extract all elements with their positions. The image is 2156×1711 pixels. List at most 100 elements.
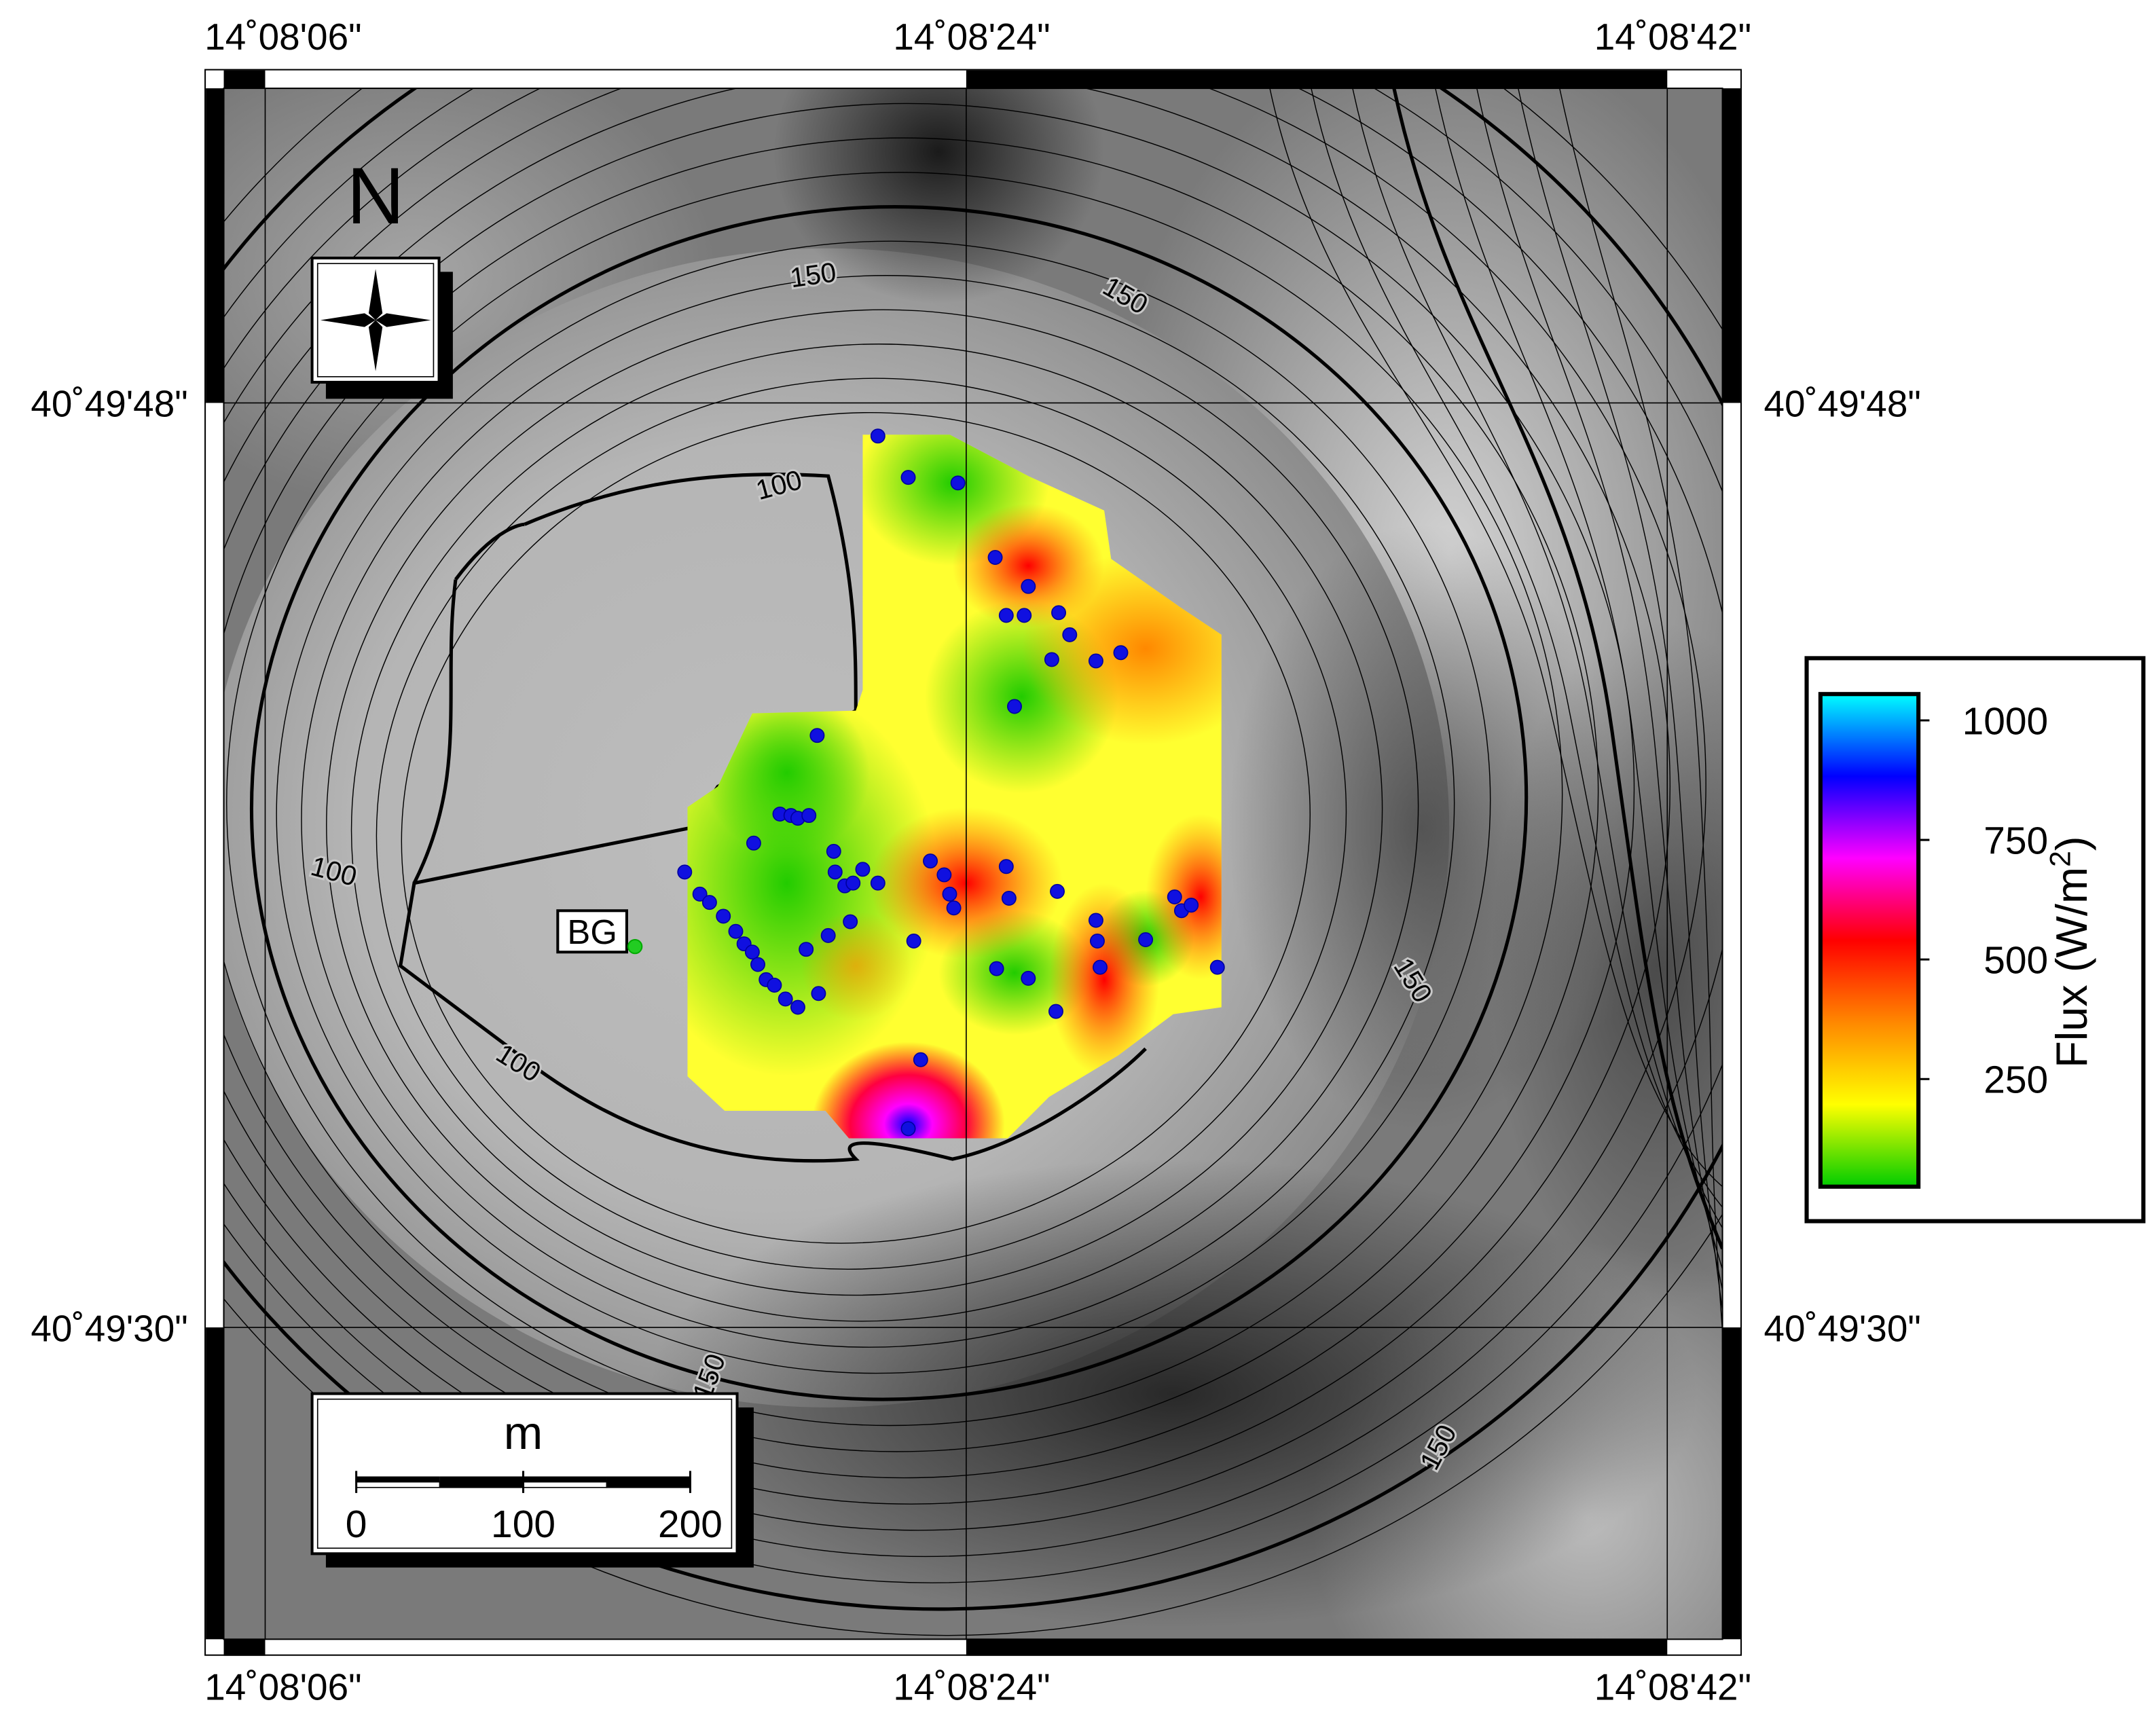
- sample-point: [692, 886, 708, 902]
- sample-point: [1001, 891, 1017, 906]
- x-label: 14˚08'42": [1594, 1666, 1751, 1708]
- scale-segment: [522, 1481, 608, 1488]
- colorbar-tick-label: 500: [1984, 938, 2048, 982]
- contour-line: [326, 309, 1419, 1322]
- frame: [204, 69, 1742, 1656]
- north-label: N: [347, 151, 405, 240]
- sample-point: [1093, 959, 1108, 975]
- sample-point: [950, 475, 966, 491]
- sample-point: [809, 728, 825, 743]
- scale-bar: m 0 100 200: [310, 1392, 754, 1568]
- contour-line: [276, 240, 1491, 1374]
- scale-segment: [606, 1476, 691, 1482]
- contour-line: [1559, 88, 1723, 1332]
- sample-point: [987, 550, 1003, 566]
- x-label: 14˚08'06": [204, 1666, 361, 1708]
- sample-point: [790, 999, 805, 1015]
- sample-point: [913, 1052, 928, 1067]
- sample-point: [870, 875, 885, 891]
- sample-point: [1044, 652, 1059, 667]
- contour-line: [223, 137, 1599, 1452]
- y-label: 40˚49'30": [31, 1307, 187, 1349]
- colorbar: Flux (W/m2) 250 500 750 1000: [1804, 656, 2146, 1224]
- colorbar-tick-label: 750: [1984, 819, 2048, 862]
- sample-point: [936, 867, 952, 883]
- x-label: 14˚08'42": [1594, 16, 1751, 58]
- contour-line: [301, 275, 1455, 1348]
- scale-segment: [523, 1476, 607, 1482]
- contour-line: [223, 88, 1723, 1583]
- site-label: BG: [567, 913, 617, 951]
- sample-point: [677, 864, 693, 880]
- sample-point: [998, 859, 1014, 875]
- contour-line: [223, 88, 1706, 1531]
- sample-point: [820, 927, 836, 943]
- sample-point: [1021, 578, 1036, 594]
- contour-line: [376, 378, 1347, 1270]
- x-label: 14˚08'24": [893, 16, 1050, 58]
- sample-point: [767, 978, 782, 993]
- sample-point: [900, 1121, 916, 1137]
- contour-line: [1269, 88, 1723, 1188]
- scale-segment: [356, 1476, 440, 1482]
- sample-point: [827, 864, 843, 880]
- contour-line: [1311, 88, 1723, 1208]
- sample-point: [778, 991, 793, 1007]
- y-label: 40˚49'48": [1764, 383, 1921, 425]
- sample-point: [801, 808, 817, 824]
- sample-point: [746, 835, 761, 851]
- contour-line: [249, 204, 1529, 1401]
- colorbar-title-end: ): [2047, 836, 2096, 851]
- contour-line: [350, 344, 1383, 1296]
- y-label: 40˚49'48": [31, 383, 187, 425]
- sample-point: [942, 886, 957, 902]
- colorbar-title-text: Flux (W/m: [2047, 867, 2096, 1068]
- contour-line: [1352, 88, 1723, 1229]
- sample-point: [906, 934, 921, 949]
- sample-points: [677, 428, 1225, 1137]
- contour-line: [223, 88, 1723, 1558]
- sample-point: [845, 875, 861, 891]
- sample-point: [716, 908, 731, 924]
- sample-point: [811, 986, 826, 1001]
- scale-unit: m: [504, 1406, 543, 1459]
- relief: [223, 88, 1723, 1640]
- sample-point: [946, 900, 962, 916]
- sample-point: [1209, 959, 1225, 975]
- colorbar-title-superscript: 2: [2045, 851, 2077, 867]
- contour-line: [223, 88, 1723, 1636]
- contour-line: [1392, 88, 1723, 1250]
- sample-point: [923, 853, 938, 869]
- contour-line: [1476, 88, 1723, 1291]
- scale-segment: [606, 1481, 691, 1488]
- sample-point: [900, 470, 916, 485]
- contour-label: 150: [788, 256, 839, 293]
- scale-tick-label: 0: [346, 1503, 367, 1546]
- contour-line: [223, 103, 1635, 1479]
- sample-point: [1017, 608, 1032, 623]
- north-arrow: N: [310, 151, 453, 399]
- sample-point: [1088, 653, 1103, 669]
- sample-point: [1050, 883, 1065, 899]
- sample-point: [728, 923, 744, 939]
- colorbar-tick-label: 250: [1984, 1059, 2048, 1102]
- sample-point: [1021, 970, 1036, 986]
- sample-point: [1184, 898, 1199, 913]
- sample-point: [989, 961, 1004, 976]
- contour-line: [223, 88, 1670, 1505]
- sample-point: [1051, 605, 1067, 621]
- sample-point: [1138, 932, 1154, 947]
- sample-point: [855, 862, 871, 877]
- scale-segment: [439, 1481, 524, 1488]
- graticule: [223, 88, 1723, 1640]
- scale-tick-label: 200: [658, 1503, 723, 1546]
- sample-point: [826, 843, 841, 859]
- sample-point: [1089, 934, 1105, 949]
- sample-point: [998, 608, 1014, 623]
- scale-tick-label: 100: [491, 1503, 555, 1546]
- colorbar-tick-label: 1000: [1962, 699, 2049, 743]
- sample-point: [1167, 889, 1182, 904]
- sample-point: [843, 914, 858, 930]
- scale-segment: [355, 1481, 441, 1488]
